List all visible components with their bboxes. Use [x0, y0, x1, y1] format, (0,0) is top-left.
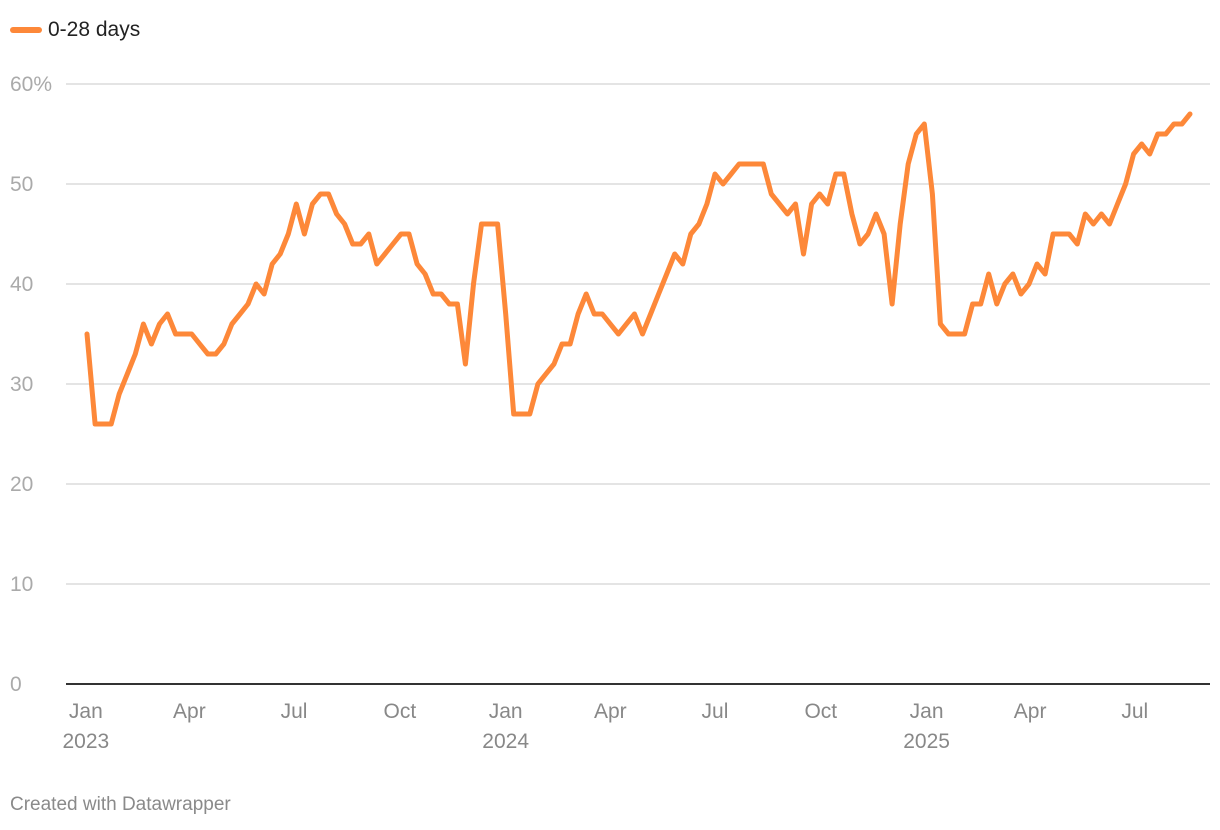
x-tick-label: Jan [910, 700, 944, 723]
x-tick-label: Jan [69, 700, 103, 723]
x-tick-label: Apr [594, 700, 627, 723]
x-tick-label: Jul [702, 700, 729, 723]
y-tick-label: 10 [10, 573, 33, 596]
x-axis-ticks: Jan 2023 Apr Jul Oct Jan 2024 Apr Jul Oct Jan 2025 A… [62, 700, 1148, 753]
x-tick-year-label: 2023 [62, 730, 109, 753]
y-tick-label: 30 [10, 373, 33, 396]
line-chart: 0 10 20 30 40 50 60% Jan 2023 Apr Jul Oct Jan 2024 Ap… [10, 73, 1210, 753]
gridlines [66, 83, 1210, 685]
y-tick-label: 20 [10, 473, 33, 496]
x-tick-label: Apr [1014, 700, 1047, 723]
x-tick-year-label: 2025 [903, 730, 950, 753]
y-tick-label: 60% [10, 73, 52, 96]
series-line [84, 111, 1193, 427]
x-tick-label: Oct [804, 700, 837, 723]
footer-credit: Created with Datawrapper [10, 794, 231, 815]
x-tick-label: Jul [281, 700, 308, 723]
legend-swatch [10, 27, 42, 33]
y-axis-ticks: 0 10 20 30 40 50 60% [10, 73, 52, 696]
legend-label: 0-28 days [48, 18, 141, 41]
x-tick-label: Jul [1121, 700, 1148, 723]
x-tick-label: Jan [489, 700, 523, 723]
x-tick-label: Oct [384, 700, 417, 723]
y-tick-label: 50 [10, 173, 33, 196]
y-tick-label: 40 [10, 273, 33, 296]
legend: 0-28 days [10, 18, 140, 42]
y-tick-label: 0 [10, 673, 22, 696]
x-tick-label: Apr [173, 700, 206, 723]
x-tick-year-label: 2024 [482, 730, 529, 753]
series-layer [84, 111, 1193, 427]
